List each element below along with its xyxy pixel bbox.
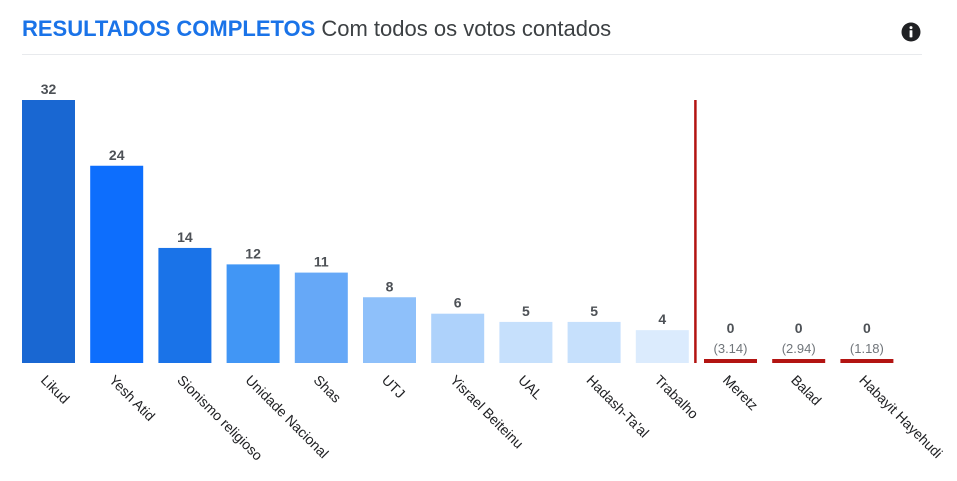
value-label: 11 <box>314 254 329 270</box>
bar[interactable] <box>635 330 689 363</box>
bar[interactable] <box>363 297 416 363</box>
bar[interactable] <box>226 264 280 363</box>
bar[interactable] <box>158 247 212 363</box>
bar[interactable] <box>294 272 348 363</box>
chart-header: RESULTADOS COMPLETOS Com todos os votos c… <box>22 16 611 46</box>
category-label: Yesh Atid <box>106 372 158 424</box>
category-label: Balad <box>788 372 825 409</box>
value-label: 0 <box>863 320 871 336</box>
results-title: RESULTADOS COMPLETOS <box>22 16 316 41</box>
category-label: Likud <box>38 372 73 407</box>
vote-percent-label: (1.18) <box>850 341 884 356</box>
value-label: 5 <box>522 303 530 319</box>
value-label: 24 <box>109 147 125 163</box>
category-label: Habayit Hayehudi <box>856 372 945 461</box>
bar[interactable] <box>90 165 144 363</box>
bar[interactable] <box>567 321 621 363</box>
category-label: UAL <box>515 372 546 403</box>
value-label: 4 <box>658 311 666 327</box>
value-label: 12 <box>245 245 261 261</box>
category-label: Meretz <box>720 372 762 414</box>
info-icon[interactable] <box>901 22 921 42</box>
value-label: 0 <box>795 320 803 336</box>
category-label: Shas <box>311 372 345 406</box>
bar[interactable] <box>772 359 826 363</box>
category-label: Yisrael Beiteinu <box>447 372 527 452</box>
vote-percent-label: (3.14) <box>714 341 748 356</box>
value-label: 32 <box>41 81 57 97</box>
bar[interactable] <box>840 359 894 363</box>
value-label: 14 <box>177 229 193 245</box>
value-label: 8 <box>386 278 394 294</box>
category-label: UTJ <box>379 372 408 401</box>
category-label: Hadash-Ta'al <box>583 372 652 441</box>
value-label: 5 <box>590 303 598 319</box>
bar[interactable] <box>499 321 553 363</box>
results-subtitle: Com todos os votos contados <box>321 16 612 41</box>
value-label: 6 <box>454 295 462 311</box>
vote-percent-label: (2.94) <box>782 341 816 356</box>
bar[interactable] <box>22 100 75 363</box>
value-label: 0 <box>727 320 735 336</box>
bar[interactable] <box>704 359 757 363</box>
bar[interactable] <box>431 313 485 363</box>
category-label: Trabalho <box>652 372 702 422</box>
header-divider <box>22 54 922 55</box>
